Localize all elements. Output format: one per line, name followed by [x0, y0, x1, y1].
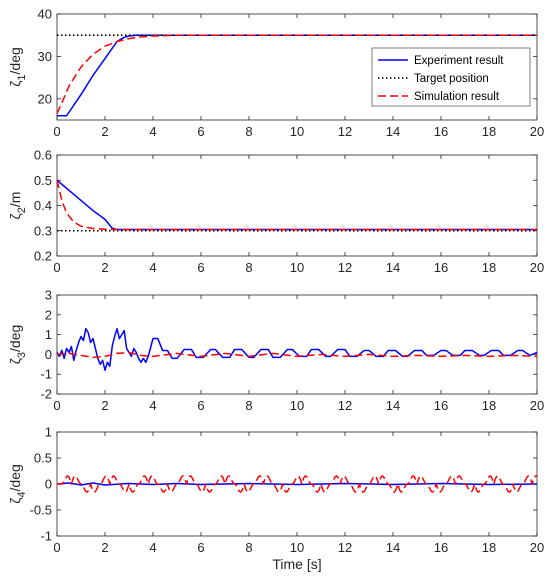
panel-2-ylabel: ζ2/m — [7, 192, 28, 220]
x-tick-label: 10 — [290, 124, 304, 139]
x-tick-label: 16 — [434, 124, 448, 139]
panel-3-axes-box — [56, 294, 538, 395]
x-tick-label: 12 — [338, 260, 352, 275]
x-tick-label: 18 — [482, 398, 496, 413]
legend-entry: Target position — [414, 73, 489, 85]
x-axis-title: Time [s] — [272, 556, 321, 572]
x-tick-label: 12 — [338, 124, 352, 139]
x-tick-label: 2 — [101, 398, 108, 413]
x-tick-label: 8 — [245, 260, 252, 275]
panel-4-ylabel: ζ4/deg — [7, 464, 28, 504]
x-tick-label: 10 — [290, 540, 304, 555]
y-tick-label: -2 — [40, 387, 52, 402]
panel-4-series-simulation-result — [56, 475, 538, 493]
panel-1-ylabel: ζ1/deg — [7, 47, 28, 87]
x-tick-label: 2 — [101, 260, 108, 275]
x-tick-label: 8 — [245, 124, 252, 139]
x-tick-label: 18 — [482, 260, 496, 275]
y-tick-label: 0.5 — [34, 173, 52, 188]
x-tick-label: 16 — [434, 398, 448, 413]
x-tick-label: 10 — [290, 398, 304, 413]
x-tick-label: 2 — [101, 540, 108, 555]
x-tick-label: 12 — [338, 540, 352, 555]
y-tick-label: 0.3 — [34, 223, 52, 238]
x-tick-label: 0 — [53, 124, 60, 139]
x-tick-label: 10 — [290, 260, 304, 275]
y-tick-label: 0.5 — [34, 451, 52, 466]
x-tick-label: 6 — [197, 260, 204, 275]
y-tick-label: 30 — [38, 49, 52, 64]
legend-entry: Simulation result — [414, 91, 500, 103]
x-tick-label: 14 — [386, 260, 400, 275]
y-tick-label: 0.6 — [34, 148, 52, 163]
x-tick-label: 14 — [386, 124, 400, 139]
x-tick-label: 4 — [149, 124, 156, 139]
x-tick-label: 4 — [149, 540, 156, 555]
x-tick-label: 14 — [386, 398, 400, 413]
x-tick-label: 0 — [53, 540, 60, 555]
y-tick-label: -0.5 — [30, 503, 52, 518]
x-tick-label: 20 — [530, 260, 544, 275]
y-tick-label: 0 — [45, 477, 52, 492]
panel-2-series-simulation-result — [56, 180, 537, 231]
x-tick-label: 16 — [434, 540, 448, 555]
x-tick-label: 14 — [386, 540, 400, 555]
y-tick-label: 20 — [38, 91, 52, 106]
x-tick-label: 18 — [482, 124, 496, 139]
y-tick-label: -1 — [40, 529, 52, 544]
x-tick-label: 0 — [53, 398, 60, 413]
panel-2-axes-box — [56, 154, 538, 257]
x-tick-label: 8 — [245, 540, 252, 555]
x-tick-label: 20 — [530, 398, 544, 413]
panel-1-series-simulation-result — [56, 34, 537, 114]
x-tick-label: 20 — [530, 540, 544, 555]
x-tick-label: 8 — [245, 398, 252, 413]
x-tick-label: 6 — [197, 398, 204, 413]
x-tick-label: 4 — [149, 398, 156, 413]
y-tick-label: 40 — [38, 7, 52, 22]
y-tick-label: 3 — [45, 288, 52, 303]
y-tick-label: -1 — [40, 367, 52, 382]
y-tick-label: 0.2 — [34, 249, 52, 264]
panel-3-ylabel: ζ3/deg — [7, 325, 28, 365]
y-tick-label: 0.4 — [34, 198, 52, 213]
y-tick-label: 1 — [45, 425, 52, 440]
panel-3-series-simulation-result — [56, 351, 538, 359]
legend-entry: Experiment result — [414, 55, 504, 67]
x-tick-label: 18 — [482, 540, 496, 555]
x-tick-label: 16 — [434, 260, 448, 275]
x-tick-label: 6 — [197, 540, 204, 555]
x-tick-label: 0 — [53, 260, 60, 275]
x-tick-label: 20 — [530, 124, 544, 139]
x-tick-label: 6 — [197, 124, 204, 139]
y-tick-label: 0 — [45, 347, 52, 362]
x-tick-label: 4 — [149, 260, 156, 275]
legend-box — [371, 47, 531, 107]
y-tick-label: 2 — [45, 307, 52, 322]
x-tick-label: 12 — [338, 398, 352, 413]
y-tick-label: 1 — [45, 327, 52, 342]
x-tick-label: 2 — [101, 124, 108, 139]
